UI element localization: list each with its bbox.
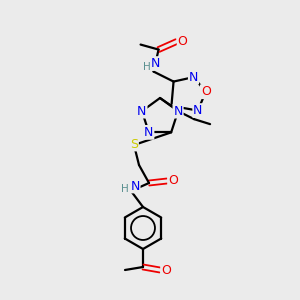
Text: N: N	[144, 126, 154, 139]
Text: N: N	[137, 105, 147, 118]
Text: S: S	[130, 137, 138, 151]
Text: O: O	[201, 85, 211, 98]
Text: H: H	[121, 184, 129, 194]
Text: N: N	[151, 57, 160, 70]
Text: N: N	[173, 105, 183, 118]
Text: N: N	[189, 70, 198, 84]
Text: O: O	[168, 175, 178, 188]
Text: O: O	[161, 263, 171, 277]
Text: H: H	[143, 61, 150, 72]
Text: N: N	[130, 179, 140, 193]
Text: O: O	[178, 35, 188, 48]
Text: N: N	[193, 104, 203, 117]
